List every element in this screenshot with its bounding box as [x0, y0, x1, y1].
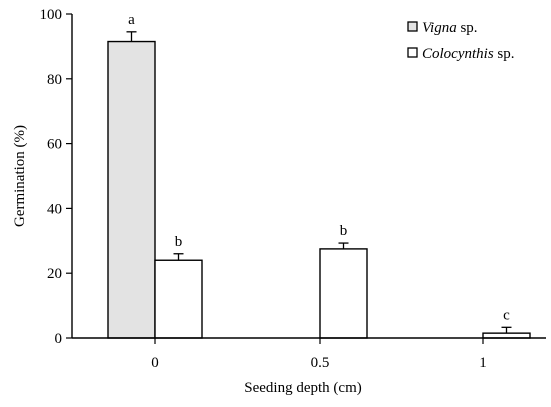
legend-label-colocynthis-genus: Colocynthis — [422, 46, 494, 62]
bar-vigna-0 — [107, 40, 156, 339]
legend-label-vigna-genus: Vigna — [422, 20, 457, 36]
bar-colocynthis-2 — [482, 332, 531, 339]
y-tick-label-1: 20 — [47, 266, 62, 282]
y-tick-label-0: 0 — [55, 331, 63, 347]
y-tick-label-5: 100 — [40, 7, 63, 23]
x-tick-label-0: 0 — [151, 355, 159, 371]
legend-label-vigna-suffix: sp. — [457, 20, 478, 36]
x-axis-title: Seeding depth (cm) — [244, 380, 361, 396]
y-ticks: 0 20 40 60 80 100 — [40, 7, 72, 347]
x-tick-label-2: 1 — [479, 355, 487, 371]
significance-letter-vigna-0: a — [128, 12, 135, 28]
axes-layer — [71, 14, 546, 339]
bar-colocynthis-0 — [154, 259, 203, 339]
legend-swatch-colocynthis — [407, 47, 418, 58]
bars-layer: a b b c — [107, 12, 531, 339]
significance-letter-colocynthis-1: b — [340, 223, 348, 239]
y-tick-label-3: 60 — [47, 137, 62, 153]
x-tick-label-1: 0.5 — [311, 355, 330, 371]
legend-label-colocynthis: Colocynthis sp. — [422, 46, 515, 62]
significance-letter-colocynthis-0: b — [175, 234, 183, 250]
legend-label-vigna: Vigna sp. — [422, 20, 478, 36]
y-axis-title: Germination (%) — [12, 125, 28, 227]
y-tick-label-4: 80 — [47, 72, 62, 88]
legend: Vigna sp. Colocynthis sp. — [407, 20, 515, 62]
legend-label-colocynthis-suffix: sp. — [494, 46, 515, 62]
legend-swatch-vigna — [407, 21, 418, 32]
x-ticks: 0 0.5 1 — [151, 338, 487, 371]
significance-letter-colocynthis-2: c — [503, 307, 510, 323]
bar-colocynthis-1 — [319, 248, 368, 339]
y-tick-label-2: 40 — [47, 201, 62, 217]
